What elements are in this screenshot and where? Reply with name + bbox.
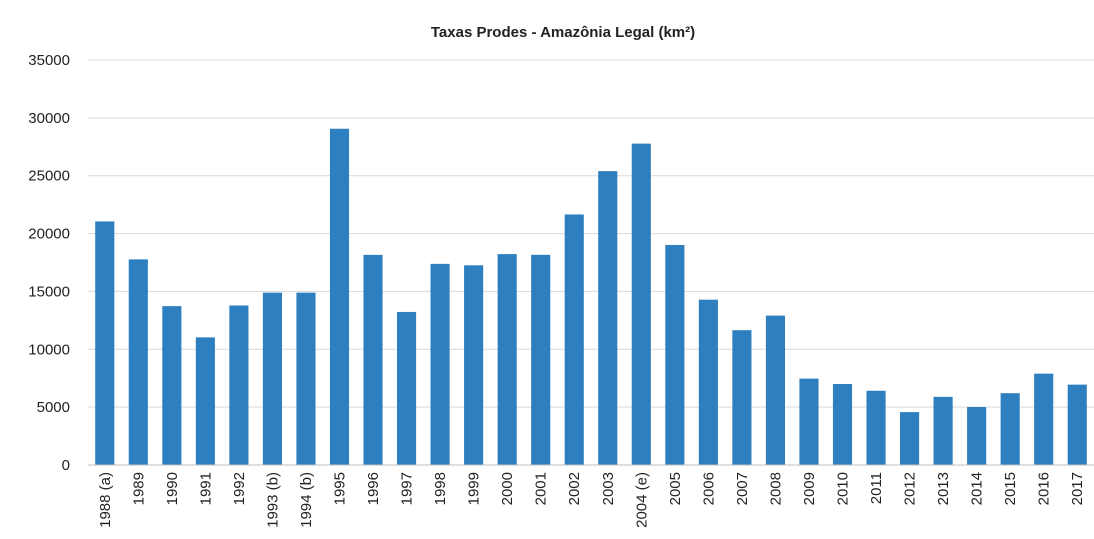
x-tick-label: 2011 (868, 472, 885, 504)
x-tick-label: 2016 (1036, 472, 1053, 505)
y-tick-label: 35000 (28, 52, 70, 69)
x-tick-label: 1994 (b) (298, 472, 315, 528)
bar (832, 384, 853, 465)
bar (497, 254, 517, 465)
x-tick-label: 2003 (600, 472, 617, 505)
y-tick-label: 10000 (28, 341, 70, 358)
bar (866, 390, 886, 465)
bar (329, 128, 350, 465)
x-tick-label: 2008 (767, 472, 784, 505)
y-tick-label: 20000 (28, 226, 70, 243)
x-tick-label: 2013 (935, 472, 952, 505)
x-tick-label: 2017 (1069, 472, 1086, 505)
x-tick-label: 1997 (399, 472, 416, 505)
x-tick-label: 2001 (533, 472, 550, 505)
x-tick-label: 2002 (566, 472, 583, 505)
bar (598, 171, 618, 465)
x-tick-label: 1988 (a) (97, 472, 114, 528)
y-tick-label: 5000 (37, 399, 70, 416)
bar (464, 265, 484, 465)
x-tick-label: 2004 (e) (633, 472, 650, 528)
x-tick-label: 2010 (835, 472, 852, 505)
bar (1067, 384, 1087, 465)
y-tick-label: 0 (62, 457, 70, 474)
bar (531, 254, 551, 465)
bar (363, 254, 383, 465)
bar (397, 311, 417, 465)
bar (430, 263, 450, 465)
x-tick-label: 2012 (902, 472, 919, 505)
bars (95, 128, 1087, 465)
x-tick-label: 2007 (734, 472, 751, 505)
x-tick-label: 2009 (801, 472, 818, 505)
bar (1034, 373, 1054, 465)
y-tick-label: 15000 (28, 283, 70, 300)
x-tick-label: 1990 (164, 472, 181, 505)
x-tick-label: 1998 (432, 472, 449, 505)
bar (765, 315, 785, 465)
y-axis-ticks: 0 5000 10000 15000 20000 25000 30000 35000 (28, 52, 70, 474)
y-tick-label: 25000 (28, 168, 70, 185)
x-tick-label: 1991 (197, 472, 214, 505)
chart-title: Taxas Prodes - Amazônia Legal (km²) (431, 24, 695, 41)
x-tick-label: 1989 (130, 472, 147, 505)
bar (195, 337, 215, 465)
x-tick-label: 2006 (700, 472, 717, 505)
bar (698, 299, 718, 465)
bar (262, 292, 282, 465)
x-tick-label: 1999 (466, 472, 483, 505)
bar (631, 143, 651, 465)
x-tick-label: 1995 (332, 472, 349, 505)
y-tick-label: 30000 (28, 110, 70, 127)
bar (1000, 393, 1020, 465)
bar (229, 305, 249, 465)
bar (967, 407, 987, 465)
x-tick-label: 1992 (231, 472, 248, 505)
x-tick-label: 1996 (365, 472, 382, 505)
x-tick-label: 1993 (b) (264, 472, 281, 528)
x-tick-label: 2000 (499, 472, 516, 505)
bar (732, 330, 752, 465)
x-axis-ticks: 1988 (a) 1989 1990 1991 1992 1993 (b) 1994 (b)… (97, 472, 1086, 528)
x-tick-label: 2014 (969, 472, 986, 505)
x-tick-label: 2005 (667, 472, 684, 505)
bar (799, 378, 819, 465)
bar (95, 221, 115, 465)
bar (162, 306, 182, 465)
gridlines (88, 59, 1094, 408)
bar (933, 396, 953, 465)
bar (564, 214, 584, 465)
bar (900, 412, 920, 465)
bar (128, 259, 148, 465)
bar (665, 244, 685, 465)
x-tick-label: 2015 (1002, 472, 1019, 505)
bar (296, 292, 316, 465)
